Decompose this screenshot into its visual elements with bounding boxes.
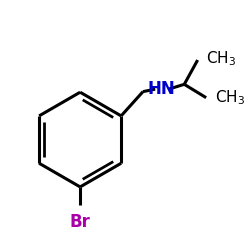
- Text: CH$_3$: CH$_3$: [215, 88, 245, 107]
- Text: Br: Br: [70, 213, 90, 231]
- Text: CH$_3$: CH$_3$: [206, 50, 236, 68]
- Text: HN: HN: [147, 80, 175, 98]
